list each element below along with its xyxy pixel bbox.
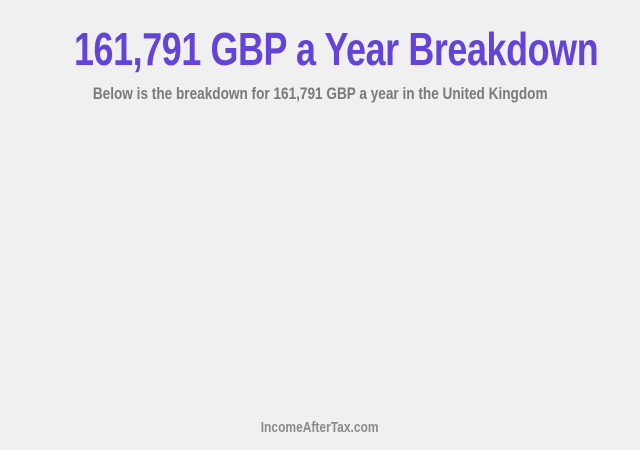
site-link[interactable]: IncomeAfterTax.com xyxy=(261,419,379,436)
page-title-container: 161,791 GBP a Year Breakdown xyxy=(0,22,640,76)
page-title: 161,791 GBP a Year Breakdown xyxy=(73,23,599,75)
footer: IncomeAfterTax.com xyxy=(0,419,640,437)
page-subtitle: Below is the breakdown for 161,791 GBP a… xyxy=(92,84,548,103)
page-subtitle-container: Below is the breakdown for 161,791 GBP a… xyxy=(0,84,640,104)
